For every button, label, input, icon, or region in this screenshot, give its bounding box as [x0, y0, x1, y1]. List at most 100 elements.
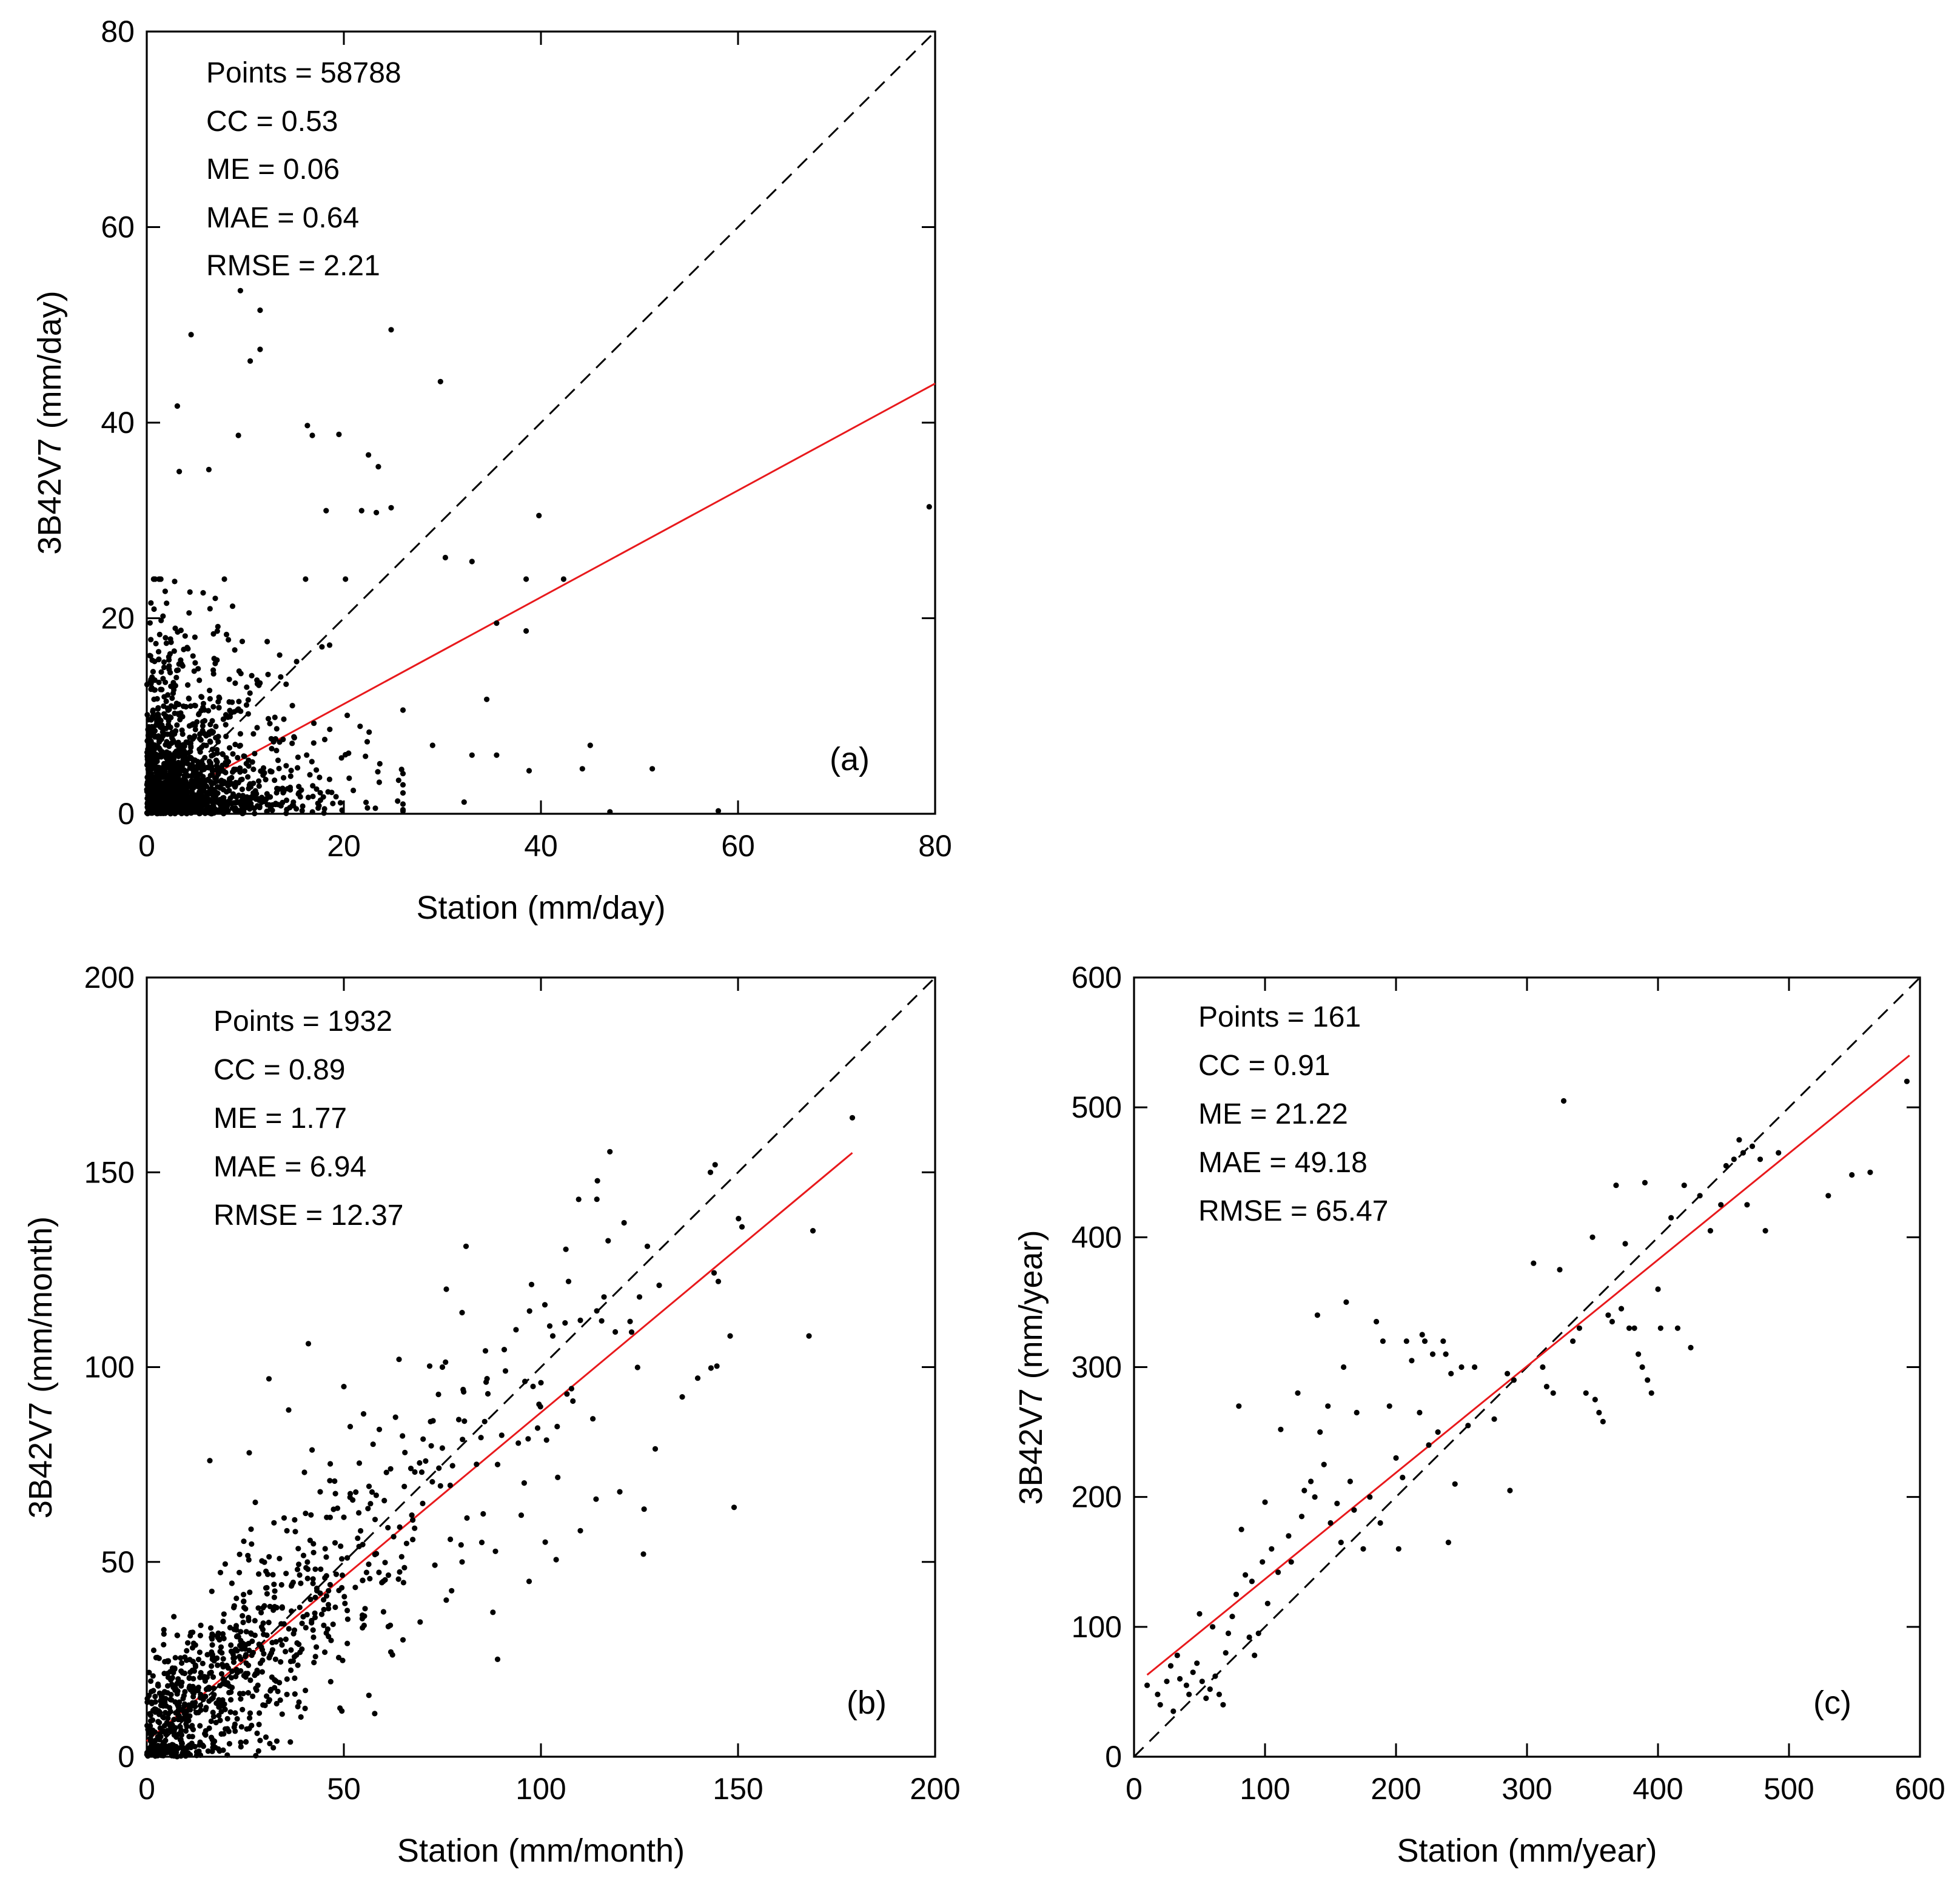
- scatter-point: [200, 1742, 206, 1748]
- scatter-point: [398, 766, 404, 773]
- scatter-point: [319, 644, 325, 650]
- scatter-point: [373, 1492, 380, 1498]
- scatter-point: [490, 1609, 496, 1615]
- scatter-point: [303, 1688, 309, 1694]
- scatter-point: [152, 796, 158, 802]
- scatter-point: [1417, 1409, 1423, 1416]
- scatter-point: [363, 1569, 370, 1575]
- scatter-point: [163, 713, 169, 719]
- scatter-point: [372, 805, 378, 811]
- scatter-point: [346, 775, 352, 781]
- scatter-point: [237, 1642, 243, 1649]
- scatter-point: [192, 733, 198, 739]
- scatter-point: [1531, 1260, 1537, 1266]
- scatter-point: [275, 802, 281, 808]
- scatter-point: [1380, 1338, 1386, 1344]
- scatter-point: [235, 432, 241, 438]
- scatter-point: [236, 699, 242, 705]
- scatter-point: [400, 1637, 406, 1643]
- scatter-point: [478, 1435, 484, 1441]
- scatter-point: [222, 1561, 228, 1567]
- scatter-point: [200, 762, 206, 768]
- scatter-point: [289, 802, 295, 808]
- scatter-point: [175, 667, 181, 673]
- scatter-point: [1674, 1325, 1680, 1331]
- scatter-point: [525, 1436, 531, 1442]
- stat-me-b: ME = 1.77: [213, 1102, 347, 1135]
- scatter-point: [150, 669, 156, 675]
- scatter-point: [210, 1674, 216, 1680]
- scatter-point: [145, 733, 151, 739]
- scatter-point: [339, 1556, 345, 1562]
- scatter-point: [175, 748, 181, 754]
- scatter-point: [1317, 1429, 1323, 1435]
- scatter-point: [323, 1554, 329, 1560]
- scatter-point: [256, 682, 262, 688]
- scatter-point: [198, 1622, 204, 1628]
- scatter-point: [155, 711, 161, 717]
- scatter-point: [482, 1348, 489, 1354]
- scatter-point: [323, 508, 329, 514]
- x-tick-label: 200: [910, 1772, 960, 1806]
- scatter-point: [226, 1741, 232, 1747]
- scatter-point: [370, 1441, 376, 1447]
- scatter-point: [277, 1680, 283, 1686]
- scatter-point: [549, 1333, 556, 1339]
- scatter-point: [400, 801, 406, 807]
- scatter-point: [220, 1697, 226, 1703]
- y-axis-title-a: 3B42V7 (mm/day): [32, 290, 68, 554]
- scatter-point: [1157, 1702, 1163, 1708]
- scatter-point: [333, 1571, 340, 1577]
- scatter-point: [167, 669, 173, 676]
- y-tick-label: 600: [1072, 961, 1122, 994]
- scatter-point: [241, 768, 248, 774]
- scatter-point: [152, 1694, 158, 1700]
- scatter-point: [209, 1588, 215, 1594]
- scatter-point: [398, 1554, 404, 1560]
- scatter-point: [1298, 1514, 1305, 1520]
- scatter-point: [212, 660, 218, 666]
- scatter-point: [1540, 1364, 1546, 1370]
- scatter-point: [1740, 1150, 1746, 1156]
- scatter-point: [474, 1461, 480, 1467]
- x-tick-label: 0: [1126, 1772, 1143, 1806]
- scatter-point: [201, 718, 208, 724]
- scatter-point: [376, 1426, 383, 1432]
- scatter-point: [155, 791, 161, 797]
- y-tick-label: 20: [101, 602, 135, 636]
- scatter-point: [190, 1726, 196, 1732]
- scatter-point: [186, 1675, 192, 1681]
- scatter-point: [155, 1719, 161, 1725]
- scatter-point: [522, 1378, 528, 1384]
- scatter-point: [291, 1654, 298, 1660]
- scatter-point: [239, 776, 245, 782]
- scatter-point: [287, 786, 294, 793]
- scatter-point: [177, 795, 183, 801]
- scatter-point: [232, 1728, 238, 1734]
- scatter-point: [178, 790, 184, 796]
- scatter-point: [358, 1528, 364, 1534]
- scatter-point: [203, 800, 209, 806]
- scatter-point: [219, 1662, 225, 1668]
- scatter-point: [148, 1678, 154, 1684]
- scatter-point: [148, 686, 154, 693]
- scatter-point: [1550, 1390, 1556, 1396]
- x-tick-label: 0: [138, 1772, 155, 1806]
- scatter-point: [147, 1712, 153, 1719]
- scatter-point: [165, 742, 171, 748]
- scatter-point: [317, 1489, 323, 1495]
- scatter-point: [216, 1748, 223, 1754]
- scatter-point: [232, 647, 238, 653]
- scatter-point: [568, 1386, 575, 1392]
- scatter-point: [164, 600, 170, 606]
- scatter-point: [392, 1414, 398, 1420]
- scatter-point: [209, 746, 215, 753]
- scatter-point: [220, 716, 227, 722]
- scatter-point: [192, 634, 198, 640]
- scatter-point: [163, 755, 169, 761]
- scatter-point: [161, 1689, 167, 1695]
- stat-mae-c: MAE = 49.18: [1198, 1147, 1368, 1179]
- scatter-point: [154, 759, 160, 765]
- scatter-point: [197, 1723, 203, 1729]
- scatter-point: [176, 1703, 182, 1709]
